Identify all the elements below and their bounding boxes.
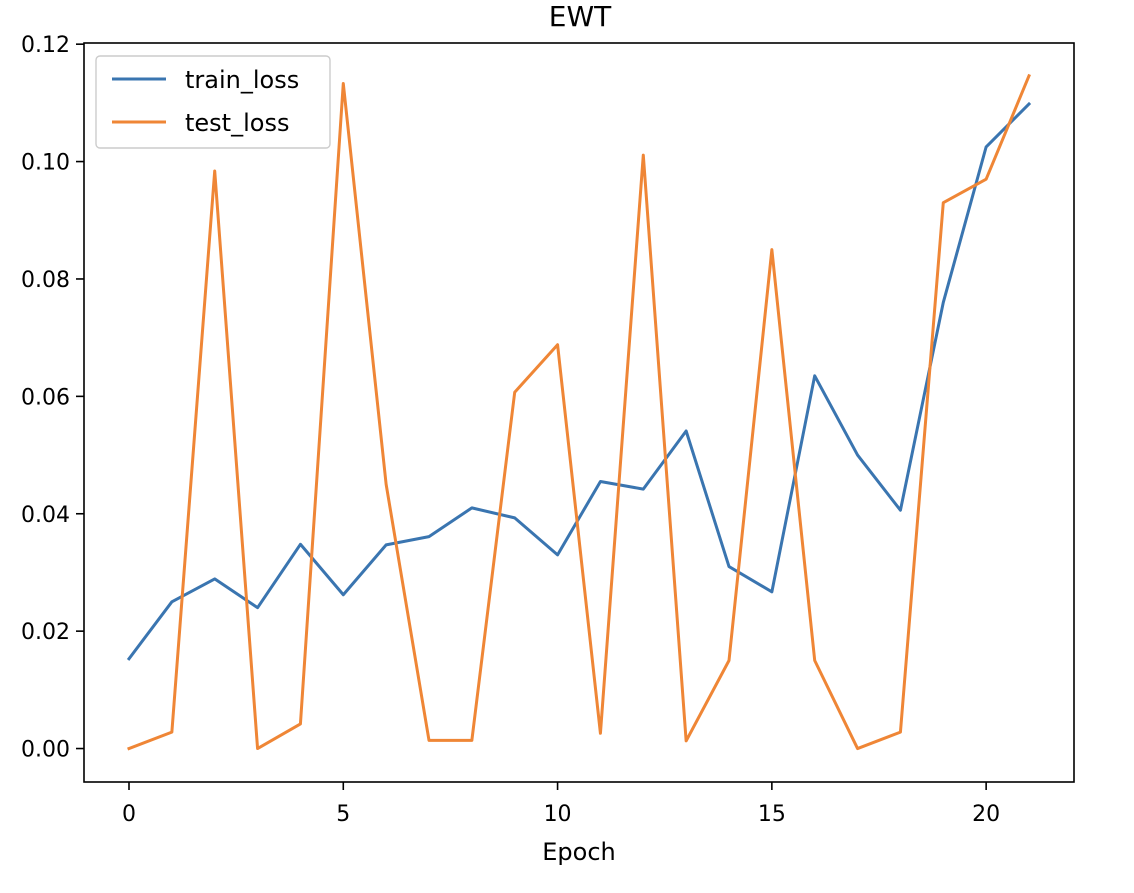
y-tick-label: 0.04 — [21, 503, 70, 528]
legend: train_loss test_loss — [95, 55, 331, 149]
y-tick-label: 0.10 — [21, 151, 70, 176]
legend-label-train-loss: train_loss — [185, 66, 299, 94]
x-tick-label: 15 — [758, 802, 786, 827]
legend-label-test-loss: test_loss — [185, 109, 289, 137]
series-layer — [126, 73, 1032, 751]
chart-title: EWT — [549, 0, 612, 33]
x-tick-label: 0 — [122, 802, 136, 827]
series-line-train-loss — [126, 101, 1032, 661]
x-tick-label: 5 — [336, 802, 350, 827]
y-tick-label: 0.00 — [21, 738, 70, 763]
x-axis-label: Epoch — [542, 838, 616, 866]
y-axis: 0.00 0.02 0.04 0.06 0.08 0.10 0.12 — [21, 33, 84, 763]
y-tick-label: 0.08 — [21, 268, 70, 293]
x-tick-label: 10 — [544, 802, 572, 827]
x-axis: 0 5 10 15 20 — [122, 782, 1000, 827]
plot-frame — [83, 42, 1075, 783]
x-tick-label: 20 — [972, 802, 1000, 827]
y-tick-label: 0.02 — [21, 620, 70, 645]
series-line-test-loss — [127, 73, 1031, 751]
y-tick-label: 0.06 — [21, 385, 70, 410]
y-tick-label: 0.12 — [21, 33, 70, 58]
